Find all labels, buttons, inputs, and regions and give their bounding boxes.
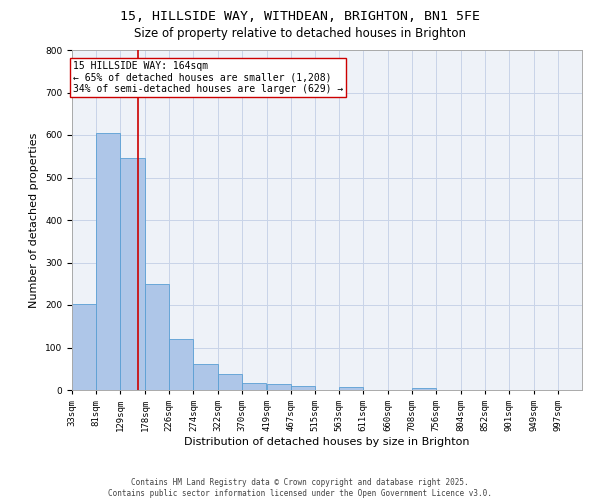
Bar (169, 339, 193, 390)
Bar (72, 304, 96, 390)
Bar (145, 284, 169, 390)
Y-axis label: Number of detached properties: Number of detached properties (29, 132, 40, 308)
Bar (242, 383, 266, 390)
Bar (218, 374, 242, 390)
Bar (96, 133, 121, 390)
Bar (266, 384, 291, 390)
Text: 15, HILLSIDE WAY, WITHDEAN, BRIGHTON, BN1 5FE: 15, HILLSIDE WAY, WITHDEAN, BRIGHTON, BN… (120, 10, 480, 23)
Bar (412, 388, 436, 390)
Bar (339, 387, 363, 390)
Text: Contains HM Land Registry data © Crown copyright and database right 2025.
Contai: Contains HM Land Registry data © Crown c… (108, 478, 492, 498)
X-axis label: Distribution of detached houses by size in Brighton: Distribution of detached houses by size … (184, 437, 470, 447)
Text: Size of property relative to detached houses in Brighton: Size of property relative to detached ho… (134, 28, 466, 40)
Bar (291, 386, 315, 390)
Bar (193, 364, 218, 390)
Bar (121, 158, 145, 390)
Text: 15 HILLSIDE WAY: 164sqm
← 65% of detached houses are smaller (1,208)
34% of semi: 15 HILLSIDE WAY: 164sqm ← 65% of detache… (73, 60, 343, 94)
